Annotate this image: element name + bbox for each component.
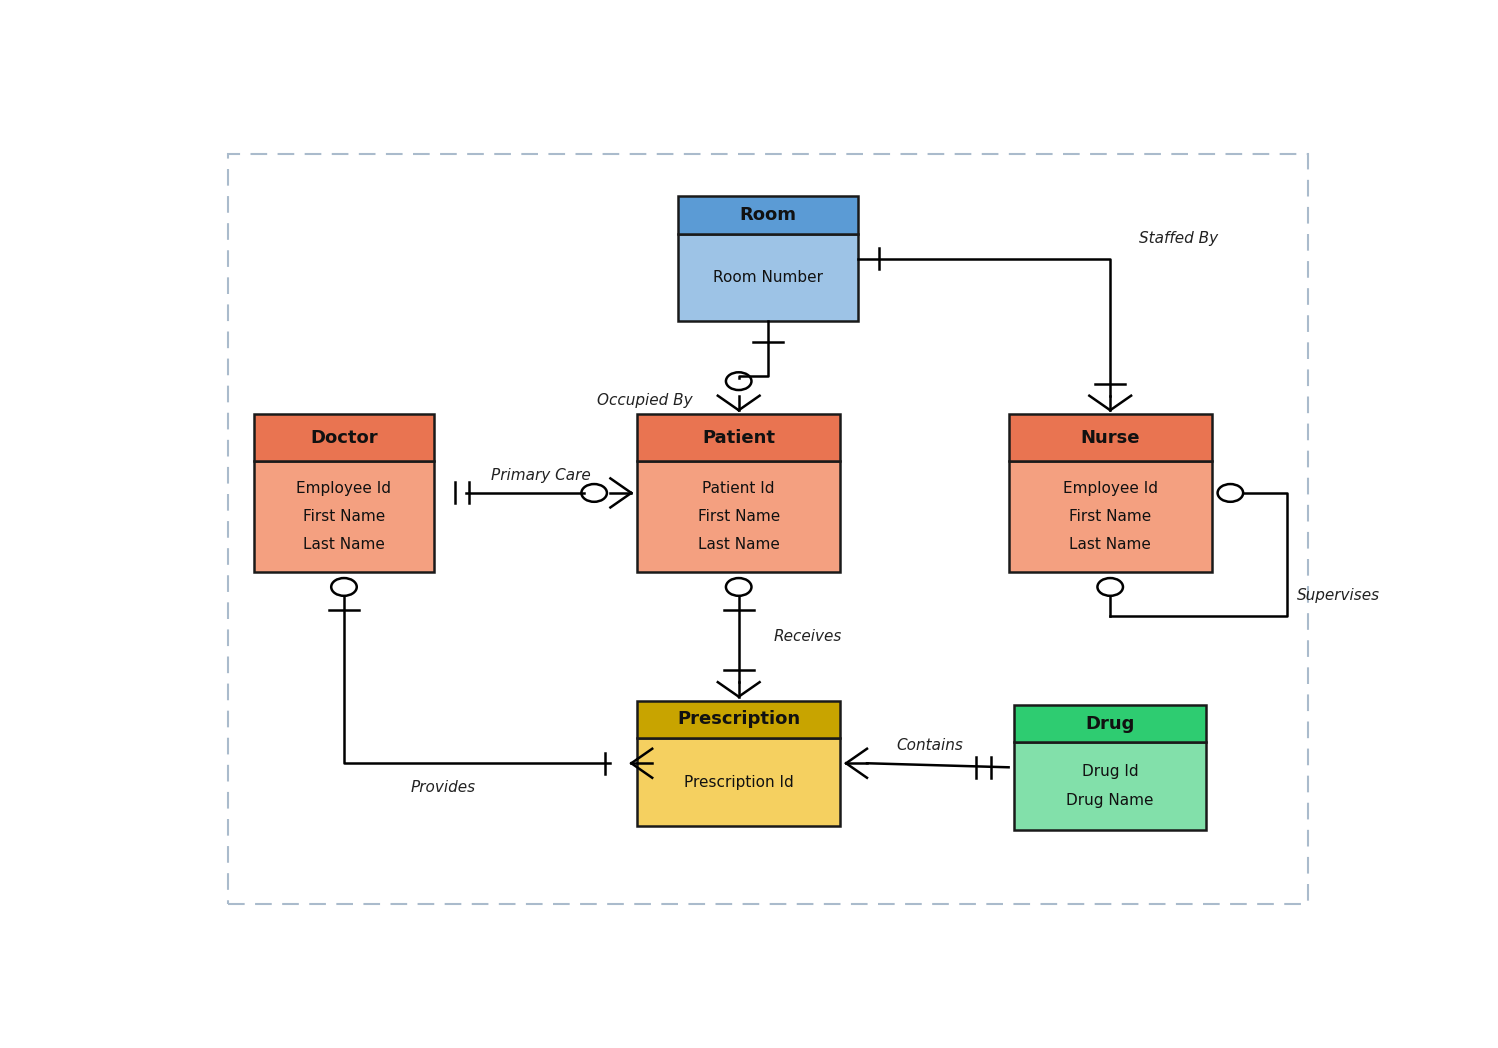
Text: Drug: Drug xyxy=(1086,715,1135,733)
FancyBboxPatch shape xyxy=(637,414,840,461)
FancyBboxPatch shape xyxy=(637,701,840,738)
Text: Last Name: Last Name xyxy=(303,537,385,551)
Text: First Name: First Name xyxy=(698,509,780,524)
Text: Prescription Id: Prescription Id xyxy=(683,774,794,789)
Text: Last Name: Last Name xyxy=(698,537,779,551)
Text: Primary Care: Primary Care xyxy=(491,467,592,483)
FancyBboxPatch shape xyxy=(637,461,840,571)
Text: Staffed By: Staffed By xyxy=(1140,232,1218,246)
Text: Employee Id: Employee Id xyxy=(297,481,391,497)
Text: First Name: First Name xyxy=(1070,509,1152,524)
Text: Drug Id: Drug Id xyxy=(1082,764,1138,779)
Text: Employee Id: Employee Id xyxy=(1062,481,1158,497)
FancyBboxPatch shape xyxy=(677,234,858,322)
FancyBboxPatch shape xyxy=(637,738,840,826)
FancyBboxPatch shape xyxy=(1008,414,1212,461)
Text: Occupied By: Occupied By xyxy=(596,393,692,408)
Text: Drug Name: Drug Name xyxy=(1067,793,1153,808)
FancyBboxPatch shape xyxy=(1008,461,1212,571)
FancyBboxPatch shape xyxy=(677,196,858,234)
Text: Prescription: Prescription xyxy=(677,711,800,728)
Text: Patient Id: Patient Id xyxy=(703,481,774,497)
Text: Provides: Provides xyxy=(410,780,475,795)
Text: Doctor: Doctor xyxy=(310,429,377,446)
FancyBboxPatch shape xyxy=(1014,704,1206,742)
Text: Last Name: Last Name xyxy=(1070,537,1150,551)
Text: Contains: Contains xyxy=(897,738,963,752)
Text: Nurse: Nurse xyxy=(1080,429,1140,446)
Text: First Name: First Name xyxy=(303,509,385,524)
Text: Room: Room xyxy=(739,206,797,224)
Text: Patient: Patient xyxy=(703,429,774,446)
FancyBboxPatch shape xyxy=(255,414,434,461)
Text: Supervises: Supervises xyxy=(1297,588,1380,604)
FancyBboxPatch shape xyxy=(1014,742,1206,830)
Text: Room Number: Room Number xyxy=(713,270,822,285)
Text: Receives: Receives xyxy=(773,629,842,643)
FancyBboxPatch shape xyxy=(255,461,434,571)
